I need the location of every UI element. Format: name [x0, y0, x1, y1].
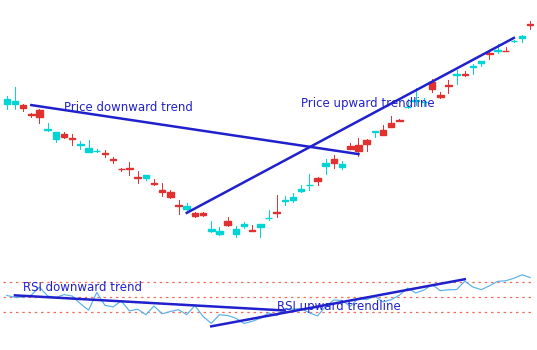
Bar [20, 105, 26, 108]
Bar [306, 185, 313, 186]
Bar [101, 153, 108, 154]
Bar [290, 197, 296, 200]
Bar [494, 50, 501, 51]
Bar [4, 99, 10, 104]
Bar [233, 229, 239, 233]
Bar [388, 124, 395, 127]
Bar [437, 95, 444, 97]
Bar [167, 192, 173, 197]
Bar [461, 74, 468, 75]
Text: Price downward trend: Price downward trend [64, 100, 193, 114]
Bar [69, 138, 76, 139]
Bar [380, 130, 386, 134]
Bar [208, 229, 214, 231]
Bar [200, 213, 206, 215]
Bar [192, 213, 198, 216]
Bar [339, 164, 345, 167]
Bar [445, 85, 452, 86]
Bar [298, 189, 304, 191]
Bar [281, 199, 288, 201]
Bar [331, 159, 337, 163]
Bar [314, 177, 321, 181]
Bar [486, 53, 492, 54]
Bar [470, 66, 476, 67]
Bar [224, 221, 231, 225]
Bar [28, 114, 34, 115]
Bar [364, 140, 370, 144]
Bar [151, 183, 157, 184]
Bar [36, 110, 43, 117]
Bar [429, 83, 436, 89]
Bar [110, 159, 117, 160]
Bar [142, 175, 149, 178]
Bar [412, 100, 419, 101]
Bar [355, 145, 362, 151]
Bar [12, 102, 18, 104]
Bar [85, 148, 92, 152]
Bar [61, 134, 67, 137]
Bar [216, 231, 223, 234]
Bar [323, 163, 329, 166]
Bar [241, 224, 247, 226]
Bar [372, 131, 378, 132]
Bar [257, 224, 264, 227]
Bar [159, 190, 165, 191]
Bar [527, 24, 533, 25]
Bar [273, 212, 280, 213]
Bar [519, 36, 525, 38]
Bar [396, 120, 403, 121]
Text: RSI downward trend: RSI downward trend [23, 281, 142, 294]
Bar [126, 168, 133, 169]
Text: RSI upward trendline: RSI upward trendline [277, 300, 401, 313]
Bar [77, 144, 84, 145]
Text: Price upward trendline: Price upward trendline [301, 97, 435, 110]
Bar [503, 50, 509, 51]
Bar [478, 61, 484, 63]
Bar [249, 230, 256, 231]
Bar [347, 146, 353, 149]
Bar [53, 132, 59, 139]
Bar [453, 74, 460, 76]
Bar [184, 206, 190, 209]
